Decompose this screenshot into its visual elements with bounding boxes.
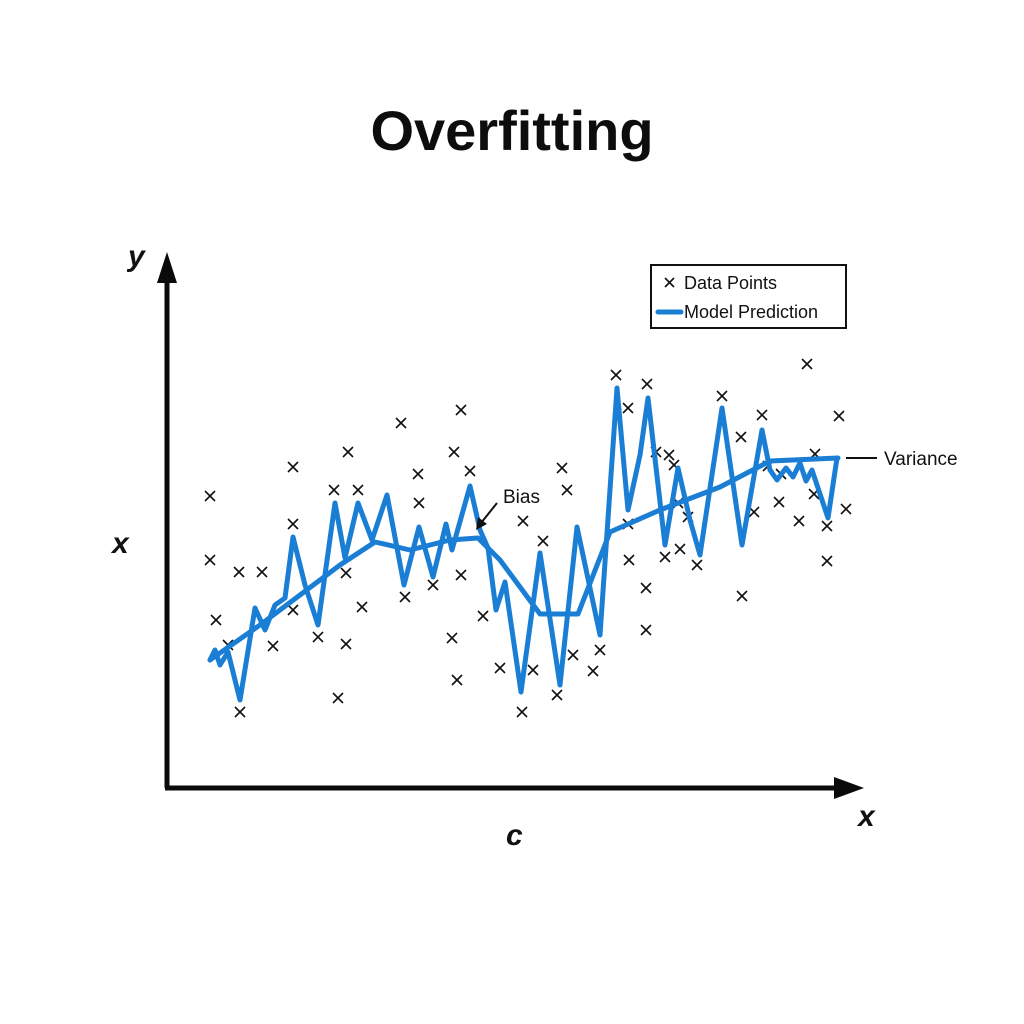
data-point-marker <box>594 644 606 656</box>
data-point-marker <box>674 543 686 555</box>
data-point-marker <box>640 582 652 594</box>
data-point-marker <box>623 554 635 566</box>
legend-item-model-prediction: Model Prediction <box>655 302 818 322</box>
x-axis-arrow-icon <box>834 777 864 799</box>
data-point-marker <box>312 631 324 643</box>
data-point-marker <box>610 369 622 381</box>
x-axis-center-label: c <box>506 819 523 852</box>
data-point-marker <box>773 496 785 508</box>
data-point-marker <box>567 649 579 661</box>
data-point-marker <box>287 604 299 616</box>
data-point-marker <box>801 358 813 370</box>
data-point-marker <box>494 662 506 674</box>
data-point-marker <box>413 497 425 509</box>
x-marker-icon <box>664 277 675 288</box>
data-point-marker <box>641 378 653 390</box>
data-point-marker <box>793 515 805 527</box>
data-point-marker <box>716 390 728 402</box>
data-point-marker <box>332 692 344 704</box>
data-point-marker <box>204 490 216 502</box>
data-point-marker <box>233 566 245 578</box>
model-prediction-trend-line <box>207 455 841 663</box>
data-point-marker <box>356 601 368 613</box>
data-point-marker <box>446 632 458 644</box>
data-point-marker <box>537 535 549 547</box>
data-point-marker <box>587 665 599 677</box>
model-prediction-zigzag-line <box>207 385 840 703</box>
data-point-marker <box>663 449 675 461</box>
y-axis-side-label: x <box>110 527 130 560</box>
data-point-marker <box>659 551 671 563</box>
data-point-marker <box>821 555 833 567</box>
data-point-marker <box>756 409 768 421</box>
data-point-marker <box>455 404 467 416</box>
data-point-marker <box>833 410 845 422</box>
data-point-marker <box>840 503 852 515</box>
y-axis-label: y <box>126 240 146 273</box>
chart-title: Overfitting <box>370 99 654 162</box>
data-point-marker <box>640 624 652 636</box>
bias-arrow-line <box>480 502 498 524</box>
data-point-marker <box>735 431 747 443</box>
data-point-marker <box>551 689 563 701</box>
data-point-marker <box>328 484 340 496</box>
legend-item-data-points: Data Points <box>664 273 777 293</box>
data-point-marker <box>736 590 748 602</box>
data-point-marker <box>477 610 489 622</box>
data-point-marker <box>287 461 299 473</box>
data-point-marker <box>340 567 352 579</box>
data-point-marker <box>427 579 439 591</box>
data-point-marker <box>342 446 354 458</box>
data-point-marker <box>691 559 703 571</box>
data-point-marker <box>556 462 568 474</box>
data-point-marker <box>340 638 352 650</box>
data-point-marker <box>234 706 246 718</box>
data-point-marker <box>210 614 222 626</box>
legend-label-model-prediction: Model Prediction <box>684 302 818 322</box>
data-point-marker <box>821 520 833 532</box>
bias-label: Bias <box>503 487 540 508</box>
data-point-marker <box>412 468 424 480</box>
legend-box <box>650 264 847 329</box>
data-point-marker <box>622 402 634 414</box>
data-points <box>204 358 852 718</box>
data-point-marker <box>352 484 364 496</box>
variance-label: Variance <box>884 449 958 470</box>
data-point-marker <box>464 465 476 477</box>
legend: Data Points Model Prediction <box>650 264 847 329</box>
variance-annotation: Variance <box>846 449 958 470</box>
data-point-marker <box>527 664 539 676</box>
legend-label-data-points: Data Points <box>684 273 777 293</box>
x-axis-label: x <box>856 800 876 833</box>
data-point-marker <box>561 484 573 496</box>
data-point-marker <box>455 569 467 581</box>
y-axis-arrow-icon <box>157 252 177 283</box>
axes <box>157 252 864 799</box>
data-point-marker <box>204 554 216 566</box>
data-point-marker <box>517 515 529 527</box>
data-point-marker <box>287 518 299 530</box>
data-point-marker <box>395 417 407 429</box>
data-point-marker <box>256 566 268 578</box>
bias-arrow-icon <box>476 517 487 530</box>
data-point-marker <box>451 674 463 686</box>
data-point-marker <box>267 640 279 652</box>
data-point-marker <box>516 706 528 718</box>
bias-annotation: Bias <box>476 487 540 530</box>
data-point-marker <box>448 446 460 458</box>
data-point-marker <box>399 591 411 603</box>
